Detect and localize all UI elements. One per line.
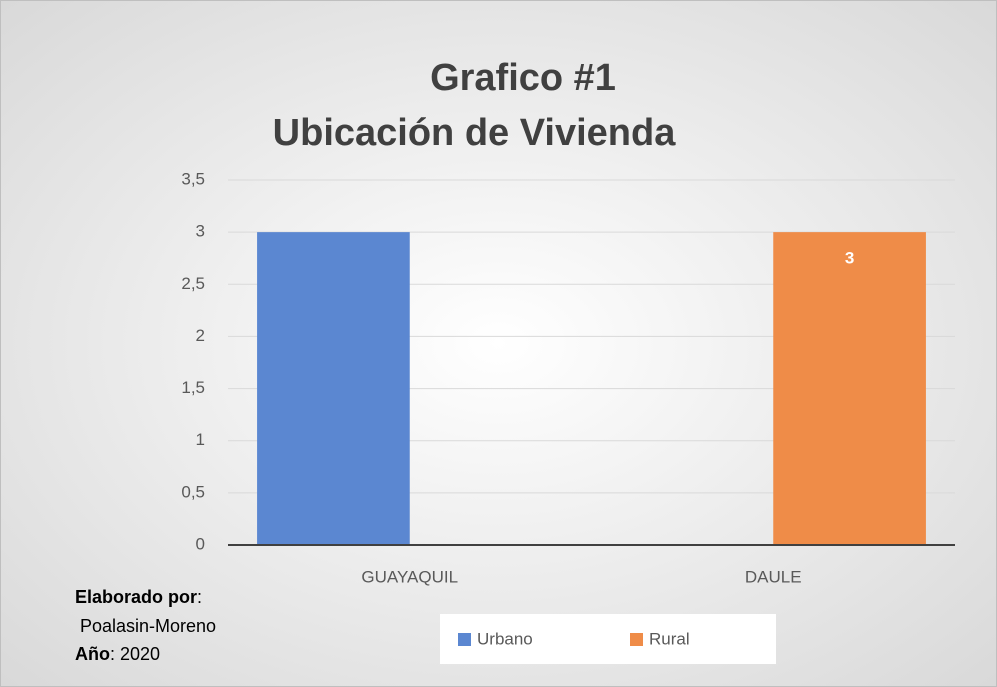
chart-title: Ubicación de Vivienda [273, 112, 677, 154]
y-tick-label: 1,5 [181, 378, 205, 397]
data-label: 3 [845, 249, 854, 268]
legend-label: Urbano [477, 629, 533, 648]
bar [257, 232, 410, 545]
x-tick-label: GUAYAQUIL [361, 567, 458, 586]
chart-title: Grafico #1 [430, 57, 616, 99]
note: Elaborado por: [75, 587, 202, 607]
y-tick-label: 3 [196, 222, 205, 241]
y-tick-label: 2 [196, 326, 205, 345]
legend-swatch [458, 633, 471, 646]
y-tick-label: 1 [196, 430, 205, 449]
legend-swatch [630, 633, 643, 646]
legend-box [440, 614, 776, 664]
y-tick-label: 3,5 [181, 169, 205, 188]
x-tick-label: DAULE [745, 567, 802, 586]
y-tick-label: 0 [196, 534, 205, 553]
note-text: : [197, 587, 202, 607]
y-tick-label: 2,5 [181, 274, 205, 293]
note-text: : 2020 [110, 644, 160, 664]
note-bold: Elaborado por [75, 587, 197, 607]
note-bold: Año [75, 644, 110, 664]
note-text: Poalasin-Moreno [80, 616, 216, 636]
y-tick-label: 0,5 [181, 482, 205, 501]
legend-label: Rural [649, 629, 690, 648]
note: Año: 2020 [75, 644, 160, 664]
note: Poalasin-Moreno [80, 616, 216, 636]
bar [773, 232, 926, 545]
